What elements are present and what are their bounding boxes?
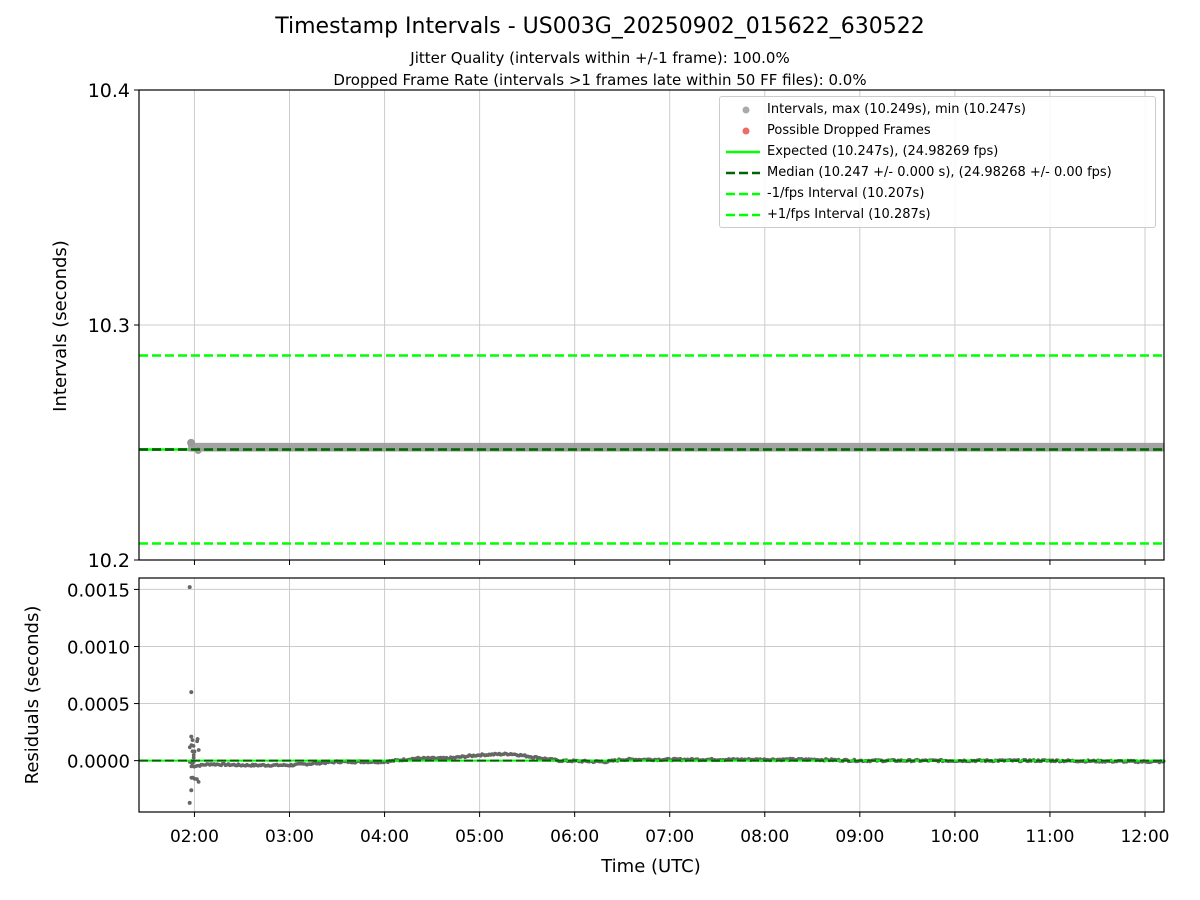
bottom-panel-axes: 02:00 03:00 04:00 05:00 06:00 07:00 08:00 09:00…: [67, 577, 1169, 847]
residual-point: [190, 749, 195, 754]
legend-dashed-line-marker: [726, 171, 760, 175]
top-y-tick-label: 10.3: [88, 315, 130, 337]
legend-label: Median (10.247 +/- 0.000 s), (24.98268 +…: [767, 165, 1112, 180]
residual-point: [190, 738, 195, 742]
residual-point: [196, 748, 201, 752]
legend-label: Possible Dropped Frames: [767, 123, 931, 138]
x-tick-label: 10:00: [930, 827, 979, 847]
chart-subtitle-dropped: Dropped Frame Rate (intervals >1 frames …: [333, 71, 867, 89]
legend-gray-dot-marker: [742, 106, 750, 114]
residual-point: [191, 753, 196, 757]
bottom-panel-residual-points: [187, 585, 1166, 805]
legend-label: -1/fps Interval (10.207s): [767, 186, 925, 201]
legend-item-dropped-frames: Possible Dropped Frames: [720, 121, 1155, 141]
interval-points-band: [188, 442, 1165, 452]
residual-outlier-point: [187, 585, 192, 590]
legend-label: Intervals, max (10.249s), min (10.247s): [767, 102, 1026, 117]
x-tick-label: 06:00: [550, 827, 599, 847]
x-tick-label: 12:00: [1120, 827, 1169, 847]
bottom-y-tick-label: 0.0010: [67, 637, 130, 658]
interval-point-max: [187, 438, 196, 447]
chart-title: Timestamp Intervals - US003G_20250902_01…: [275, 14, 925, 39]
residual-point: [191, 744, 196, 748]
legend-item-intervals: Intervals, max (10.249s), min (10.247s): [720, 100, 1155, 120]
x-tick-label: 09:00: [835, 827, 884, 847]
residual-point: [195, 737, 200, 741]
residual-point: [191, 755, 196, 760]
bottom-panel-grid: [139, 578, 1164, 812]
bottom-y-tick-label: 0.0000: [67, 752, 130, 773]
top-panel-axes: 10.2 10.3 10.4: [88, 80, 1165, 572]
chart-legend: Intervals, max (10.249s), min (10.247s) …: [719, 96, 1156, 228]
residual-point: [187, 745, 192, 750]
legend-red-dot-marker: [742, 127, 750, 135]
bottom-y-tick-label: 0.0015: [67, 580, 130, 601]
top-y-axis-label: Intervals (seconds): [50, 240, 71, 412]
x-tick-label: 02:00: [170, 827, 219, 847]
residual-outlier-point: [187, 800, 192, 805]
legend-item-plus-fps: +1/fps Interval (10.287s): [720, 205, 1155, 225]
x-tick-label: 07:00: [645, 827, 694, 847]
x-tick-label: 04:00: [360, 827, 409, 847]
x-axis-label: Time (UTC): [600, 856, 701, 877]
legend-item-minus-fps: -1/fps Interval (10.207s): [720, 184, 1155, 204]
x-tick-label: 11:00: [1025, 827, 1074, 847]
legend-dashed-line-marker: [726, 192, 760, 196]
residual-point: [189, 775, 194, 780]
legend-dashed-line-marker: [726, 213, 760, 217]
legend-item-expected: Expected (10.247s), (24.98269 fps): [720, 142, 1155, 162]
legend-label: +1/fps Interval (10.287s): [767, 207, 931, 222]
top-plot-frame: [138, 89, 1165, 561]
top-y-tick-label: 10.4: [88, 80, 130, 102]
top-panel-interval-points: [139, 438, 1165, 455]
residual-outlier-point: [189, 788, 194, 793]
residual-outlier-point: [189, 690, 194, 695]
top-y-tick-label: 10.2: [88, 550, 130, 572]
x-tick-label: 08:00: [740, 827, 789, 847]
bottom-y-tick-label: 0.0005: [67, 695, 130, 716]
legend-item-median: Median (10.247 +/- 0.000 s), (24.98268 +…: [720, 163, 1155, 183]
x-tick-label: 03:00: [265, 827, 314, 847]
legend-solid-line-marker: [726, 150, 760, 154]
bottom-y-axis-label: Residuals (seconds): [22, 606, 43, 785]
x-tick-label: 05:00: [455, 827, 504, 847]
residual-point: [195, 777, 199, 781]
residual-point: [196, 780, 201, 784]
legend-label: Expected (10.247s), (24.98269 fps): [767, 144, 999, 159]
bottom-plot-frame: [138, 577, 1165, 813]
chart-subtitle-jitter: Jitter Quality (intervals within +/-1 fr…: [410, 49, 790, 67]
residual-outlier-point: [189, 734, 194, 739]
